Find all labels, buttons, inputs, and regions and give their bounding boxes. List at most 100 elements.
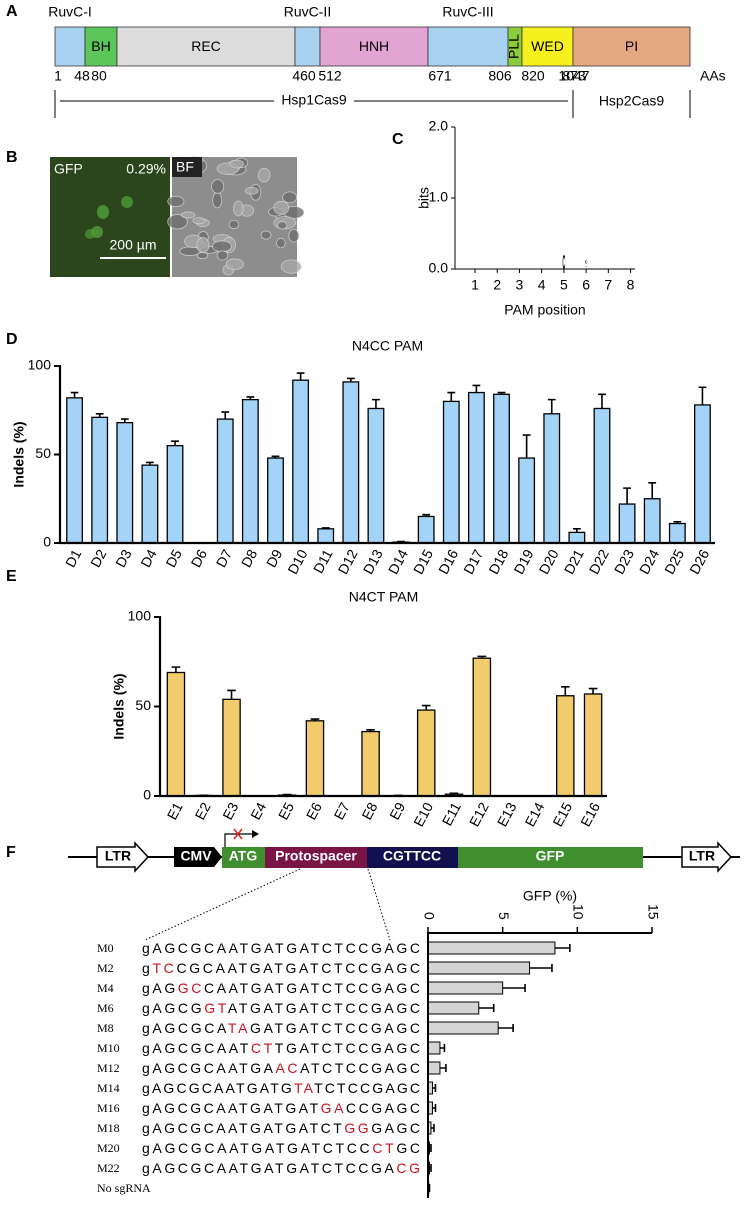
x-tick-label: E3 bbox=[219, 799, 241, 822]
sequence-part: TA bbox=[294, 1080, 314, 1096]
atg-box bbox=[222, 847, 265, 868]
sequence-part: GA bbox=[321, 1100, 344, 1116]
cell-outline bbox=[273, 200, 290, 215]
error-bar bbox=[547, 398, 556, 414]
sequence: gAGCG GT ATGATGATCTCCGAGC bbox=[142, 1000, 420, 1016]
cell-outline bbox=[257, 167, 271, 183]
row-label: M2 bbox=[97, 961, 114, 975]
bar bbox=[543, 413, 561, 544]
error-bar bbox=[171, 666, 181, 673]
domain bbox=[84, 26, 118, 67]
x-tick-label: D5 bbox=[162, 546, 185, 570]
bar bbox=[427, 1041, 441, 1055]
x-tick-label: D24 bbox=[636, 546, 662, 576]
residue-number: 671 bbox=[428, 68, 452, 84]
error-bar bbox=[439, 1044, 446, 1052]
error-bar bbox=[432, 1104, 437, 1112]
sequence-part: GAGC bbox=[371, 1120, 420, 1136]
cell-outline bbox=[167, 195, 185, 207]
pam-box bbox=[367, 847, 458, 868]
domain-label: RuvC-II bbox=[284, 4, 331, 20]
y-tick-label: 100 bbox=[28, 357, 52, 373]
x-tick-label: D20 bbox=[535, 546, 561, 576]
sequence: g TC CGCAATGATGATCTCCGAGC bbox=[142, 960, 420, 976]
sequence-part: TGATCTCCGAGC bbox=[275, 1040, 420, 1056]
domain bbox=[427, 26, 509, 67]
cell-outline bbox=[282, 191, 298, 204]
domain-label: HNH bbox=[359, 38, 389, 54]
sequence-part: ATGATGATCTCCGAGC bbox=[228, 1000, 420, 1016]
sequence-part: GC bbox=[396, 1140, 420, 1156]
error-bar bbox=[498, 1024, 514, 1032]
error-bar bbox=[227, 689, 236, 700]
error-bar bbox=[554, 944, 571, 952]
error-bar bbox=[588, 687, 598, 694]
group-label: Hsp2Cas9 bbox=[599, 93, 665, 109]
domain-label: RuvC-I bbox=[48, 4, 92, 20]
cell-outline bbox=[233, 200, 244, 217]
x-tick-label: E12 bbox=[466, 799, 492, 829]
error-bar bbox=[246, 396, 255, 400]
x-tick-label: 3 bbox=[516, 277, 524, 293]
x-tick-label: D6 bbox=[188, 546, 211, 570]
construct-label: LTR bbox=[105, 848, 131, 864]
unit-label: AAs bbox=[700, 68, 726, 84]
residue-number: 48 bbox=[74, 68, 90, 84]
error-bar bbox=[560, 686, 570, 696]
panel-label: F bbox=[6, 844, 16, 861]
bar bbox=[305, 720, 325, 797]
error-bar bbox=[447, 391, 456, 402]
bar bbox=[116, 421, 134, 544]
cmv-box bbox=[174, 847, 222, 867]
logo-letter: C bbox=[585, 259, 588, 264]
x-tick-label: 6 bbox=[582, 277, 590, 293]
bar bbox=[241, 398, 259, 544]
error-bar bbox=[477, 655, 487, 659]
x-tick-label: D9 bbox=[263, 546, 286, 570]
residue-number: 512 bbox=[318, 68, 342, 84]
error-bar bbox=[346, 377, 355, 382]
dotted-line bbox=[367, 868, 391, 941]
x-tick-label: D26 bbox=[686, 546, 712, 576]
y-tick-label: 0 bbox=[143, 787, 151, 803]
error-bar bbox=[522, 434, 531, 459]
sequence-part: GT bbox=[204, 1000, 227, 1016]
error-bar bbox=[310, 718, 320, 721]
construct-label: GFP bbox=[536, 848, 565, 864]
sequence-part: CT bbox=[251, 1040, 273, 1056]
x-tick-label: E7 bbox=[331, 799, 353, 822]
chart-title: N4CC PAM bbox=[352, 338, 423, 354]
x-tick-label: D14 bbox=[385, 546, 411, 576]
bar bbox=[342, 381, 360, 544]
error-bar bbox=[422, 513, 431, 517]
error-bar bbox=[221, 411, 230, 420]
x-tick-label: D15 bbox=[410, 546, 436, 576]
domain-label: BH bbox=[91, 38, 110, 54]
cell-outline bbox=[244, 187, 259, 195]
cell-outline bbox=[229, 159, 244, 169]
y-tick-label: 100 bbox=[128, 608, 152, 624]
cell bbox=[121, 196, 133, 208]
bar bbox=[427, 981, 504, 995]
image-annotation: 0.29% bbox=[126, 161, 166, 177]
bar bbox=[91, 416, 109, 544]
cell-outline bbox=[196, 251, 209, 260]
error-bar bbox=[429, 1144, 432, 1152]
bar bbox=[643, 498, 661, 544]
row-label: M16 bbox=[97, 1101, 120, 1115]
error-bar bbox=[429, 1164, 432, 1172]
x-tick-label: E11 bbox=[439, 799, 464, 828]
sequence: gAGCGCAATGATG TA TCTCCGAGC bbox=[142, 1080, 420, 1096]
y-axis-label: bits bbox=[416, 187, 432, 209]
x-tick-label: D10 bbox=[284, 546, 310, 576]
construct-label: LTR bbox=[689, 848, 715, 864]
bf-image bbox=[167, 156, 305, 277]
domain-label: REC bbox=[191, 38, 221, 54]
sequence-part: gAGCGCA bbox=[142, 1020, 227, 1036]
sequence-part: gAGCGCAATGATG bbox=[142, 1080, 292, 1096]
row-label: M4 bbox=[97, 981, 114, 995]
x-tick-label: E4 bbox=[247, 799, 269, 822]
y-tick-label: 2.0 bbox=[429, 118, 449, 134]
x-tick-label: E9 bbox=[386, 799, 408, 822]
bar bbox=[472, 657, 492, 797]
